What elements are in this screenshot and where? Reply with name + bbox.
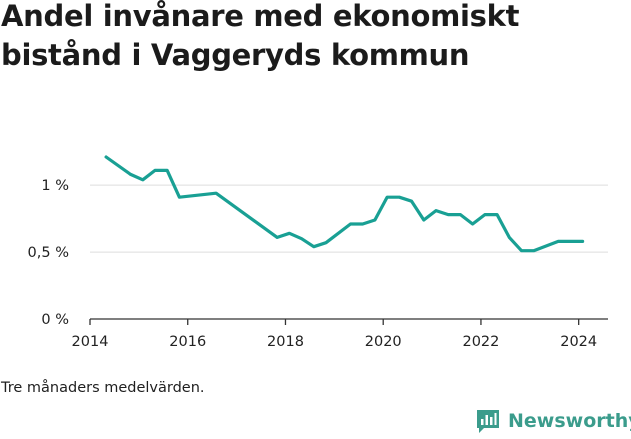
data-point [153,169,157,172]
newsworthy-logo-icon [477,410,499,433]
data-point [324,241,328,244]
data-point [459,213,462,216]
data-point [556,240,560,243]
y-tick-label: 1 % [41,178,69,194]
x-tick-label: 2024 [560,334,597,350]
data-point [385,196,389,199]
data-point [104,155,108,159]
series-line-path [104,155,585,253]
data-point [300,237,303,240]
brand-logo[interactable]: Newsworthy [475,408,631,434]
y-axis-ticks: 0 % 0,5 % 1 % [28,178,69,328]
data-point [288,232,291,235]
data-point [422,218,425,222]
x-tick-label: 2016 [169,334,206,350]
brand-name: Newsworthy [508,410,631,432]
x-axis: 2014 2016 2018 2020 2022 2024 [72,318,608,350]
data-point [471,222,474,226]
data-point [178,196,181,199]
chart-title: Andel invånare med ekonomiskt bistånd i … [1,0,520,72]
data-point [434,209,438,212]
data-point [129,173,132,176]
y-tick-label: 0 % [41,312,69,328]
x-tick-label: 2022 [462,334,499,350]
data-point [214,191,218,195]
data-point [349,222,352,226]
x-tick-label: 2018 [267,334,304,350]
data-point [508,236,511,239]
data-point [312,245,316,248]
data-point [166,169,169,172]
data-point [141,178,144,181]
footnote: Tre månaders medelvärden. [1,380,205,396]
data-point [361,222,364,226]
data-point [410,200,413,203]
y-tick-label: 0,5 % [28,245,69,261]
data-point [483,213,487,216]
data-point [275,236,279,239]
data-point [520,249,523,252]
data-point [581,240,584,243]
data-point [398,196,401,199]
data-point [373,218,377,222]
data-point [495,213,499,216]
data-point [532,249,535,252]
series-line [104,155,585,253]
x-tick-label: 2020 [365,334,402,350]
gridlines [90,184,608,253]
x-tick-label: 2014 [72,334,109,350]
data-point [447,213,450,216]
